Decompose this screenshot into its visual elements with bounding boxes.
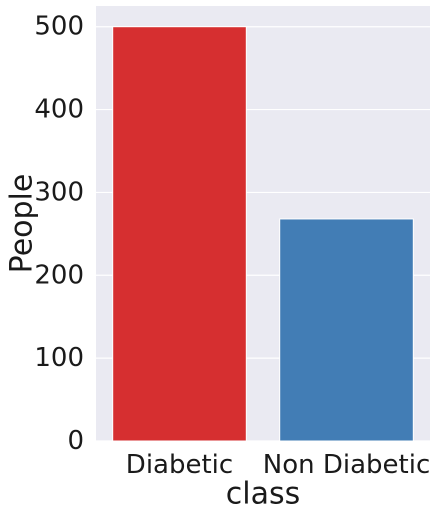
y-tick-label: 300 <box>34 177 84 207</box>
x-tick-label: Diabetic <box>126 450 233 480</box>
y-tick-label: 400 <box>34 95 84 125</box>
bar-diabetic <box>112 26 247 442</box>
y-tick-label: 100 <box>34 343 84 373</box>
x-tick-labels: Diabetic Non Diabetic <box>126 450 430 480</box>
bar-non-diabetic <box>279 218 414 442</box>
y-tick-label: 500 <box>34 12 84 42</box>
y-tick-label: 200 <box>34 260 84 290</box>
y-axis-title: People <box>5 174 40 274</box>
x-tick-label: Non Diabetic <box>263 450 431 480</box>
x-axis-title: class <box>226 477 300 512</box>
y-tick-label: 0 <box>67 426 84 456</box>
y-tick-labels: 0 100 200 300 400 500 <box>34 12 84 456</box>
bars <box>112 26 414 442</box>
